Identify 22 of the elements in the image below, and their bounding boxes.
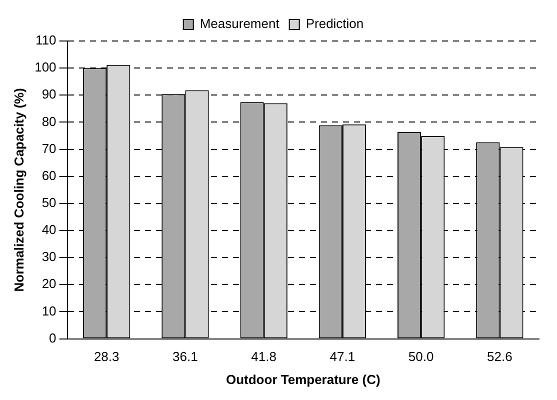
x-tick-label: 47.1 bbox=[330, 349, 356, 364]
y-tick-label: 110 bbox=[36, 32, 56, 48]
x-tick-label: 50.0 bbox=[408, 349, 434, 364]
x-axis-title: Outdoor Temperature (C) bbox=[226, 372, 380, 387]
y-tick-label: 70 bbox=[42, 140, 56, 156]
x-tick-label: 36.1 bbox=[172, 349, 198, 364]
legend-label: Measurement bbox=[200, 16, 280, 32]
y-tick-label: 80 bbox=[42, 114, 56, 129]
x-tick-label: 28.3 bbox=[94, 349, 120, 364]
y-tick-label: 90 bbox=[42, 86, 56, 102]
y-tick-label: 30 bbox=[42, 249, 56, 264]
y-tick-label: 60 bbox=[42, 168, 56, 183]
y-tick-label: 20 bbox=[42, 276, 56, 292]
y-tick-label: 40 bbox=[42, 222, 56, 238]
x-tick-label: 41.8 bbox=[251, 349, 276, 364]
legend-label: Prediction bbox=[306, 16, 364, 32]
y-axis-title: Normalized Cooling Capacity (%) bbox=[11, 88, 26, 292]
y-tick-label: 100 bbox=[34, 60, 56, 75]
y-tick-label: 10 bbox=[42, 303, 56, 318]
x-tick-label: 52.6 bbox=[487, 349, 512, 364]
y-tick-label: 50 bbox=[42, 195, 56, 210]
y-tick-label: 0 bbox=[49, 330, 56, 346]
